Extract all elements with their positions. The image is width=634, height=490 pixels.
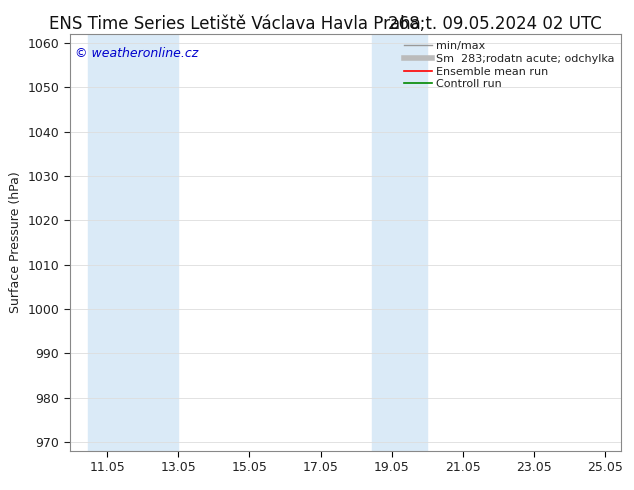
Text: © weatheronline.cz: © weatheronline.cz [75,47,198,60]
Text: ENS Time Series Letiště Václava Havla Praha: ENS Time Series Letiště Václava Havla Pr… [49,15,420,33]
Bar [87,34,178,451]
Legend: min/max, Sm  283;rodatn acute; odchylka, Ensemble mean run, Controll run: min/max, Sm 283;rodatn acute; odchylka, … [401,38,618,93]
Y-axis label: Surface Pressure (hPa): Surface Pressure (hPa) [9,172,22,314]
Text: 268;t. 09.05.2024 02 UTC: 268;t. 09.05.2024 02 UTC [387,15,602,33]
Bar [372,34,427,451]
